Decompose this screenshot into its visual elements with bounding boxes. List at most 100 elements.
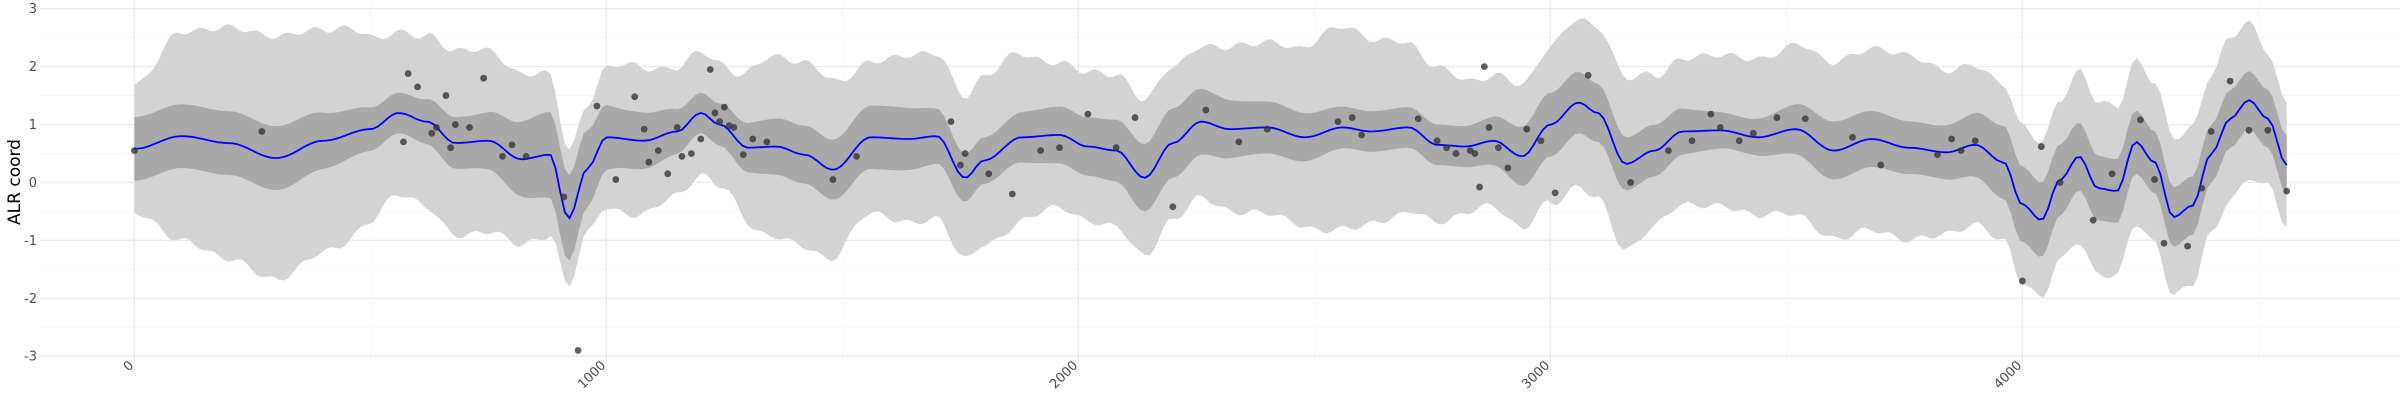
data-point (1537, 137, 1545, 145)
data-point (2207, 128, 2215, 135)
outer-interval-band (134, 18, 2287, 298)
data-point (1551, 189, 1559, 197)
data-point (400, 138, 407, 146)
data-point (560, 193, 568, 201)
y-tick-label: 3 (29, 2, 37, 17)
data-point (574, 347, 582, 354)
data-point (404, 70, 412, 77)
data-point (1948, 135, 1955, 143)
data-point (1801, 115, 1809, 123)
data-point (2283, 187, 2291, 195)
x-tick-label: 3000 (1519, 358, 1553, 392)
data-point (645, 158, 653, 166)
data-point (451, 121, 459, 128)
data-point (1169, 203, 1177, 211)
x-tick-label: 2000 (1047, 358, 1081, 392)
data-point (1934, 151, 1941, 159)
data-point (829, 176, 837, 183)
data-point (2151, 176, 2158, 183)
data-point (1504, 164, 1512, 172)
data-point (428, 129, 436, 137)
band-layer (134, 18, 2287, 298)
data-point (716, 118, 724, 126)
data-point (985, 170, 993, 178)
y-tick-label: -2 (24, 292, 37, 307)
data-point (1688, 137, 1696, 145)
data-point (499, 152, 506, 160)
y-tick-label: -1 (24, 234, 37, 249)
data-point (1112, 144, 1120, 152)
data-point (1584, 71, 1592, 79)
data-point (664, 170, 672, 178)
data-point (480, 74, 488, 82)
data-point (2160, 239, 2168, 247)
data-point (2264, 126, 2272, 134)
data-point (593, 102, 601, 110)
data-point (711, 109, 719, 117)
data-point (442, 92, 450, 99)
data-point (1627, 179, 1635, 186)
data-point (749, 135, 757, 143)
y-tick-label: 1 (29, 118, 37, 133)
data-point (1131, 114, 1139, 121)
data-point (1476, 183, 1483, 191)
data-point (1263, 125, 1271, 133)
mean-line (134, 99, 2288, 221)
data-point (1749, 129, 1757, 137)
data-point (1707, 110, 1715, 118)
data-point (1433, 137, 1441, 145)
data-point (1202, 106, 1210, 114)
data-point (2037, 143, 2045, 150)
data-point (433, 124, 440, 131)
data-point (673, 124, 681, 131)
data-point (1735, 137, 1743, 145)
data-point (1485, 124, 1493, 131)
x-tick-label: 4000 (1991, 358, 2025, 392)
line-layer (134, 99, 2288, 221)
data-point (961, 150, 969, 157)
data-point (1443, 144, 1450, 152)
data-point (687, 150, 695, 157)
data-point (1665, 147, 1672, 154)
data-point (2198, 184, 2206, 192)
data-point (763, 138, 771, 146)
data-point (1037, 147, 1045, 154)
data-point (739, 151, 747, 159)
data-point (721, 103, 728, 111)
data-point (1235, 138, 1243, 146)
data-point (1358, 131, 1365, 139)
inner-interval-band (134, 71, 2287, 261)
data-point (957, 161, 964, 169)
data-point (447, 144, 455, 152)
data-point (2108, 170, 2116, 178)
data-point (654, 147, 662, 154)
point-layer (131, 63, 2291, 354)
data-point (631, 93, 639, 101)
y-tick-label: -3 (24, 350, 37, 365)
data-point (1348, 114, 1356, 121)
data-point (508, 141, 516, 149)
data-point (640, 125, 648, 133)
data-point (1957, 147, 1965, 154)
data-point (2245, 126, 2253, 134)
data-point (1414, 115, 1422, 123)
data-point (131, 147, 138, 154)
data-point (697, 135, 705, 143)
data-point (1471, 150, 1479, 157)
data-point (1849, 133, 1856, 141)
data-point (1480, 63, 1488, 71)
data-point (1773, 114, 1781, 121)
data-point (1056, 144, 1063, 152)
data-point (2226, 77, 2234, 85)
data-point (853, 152, 860, 160)
data-point (730, 124, 738, 131)
data-point (1495, 144, 1502, 152)
data-point (1008, 190, 1016, 198)
data-point (1084, 110, 1092, 118)
data-point (2019, 277, 2026, 285)
data-point (1523, 125, 1531, 133)
data-point (1971, 137, 1979, 145)
data-point (1334, 118, 1342, 126)
